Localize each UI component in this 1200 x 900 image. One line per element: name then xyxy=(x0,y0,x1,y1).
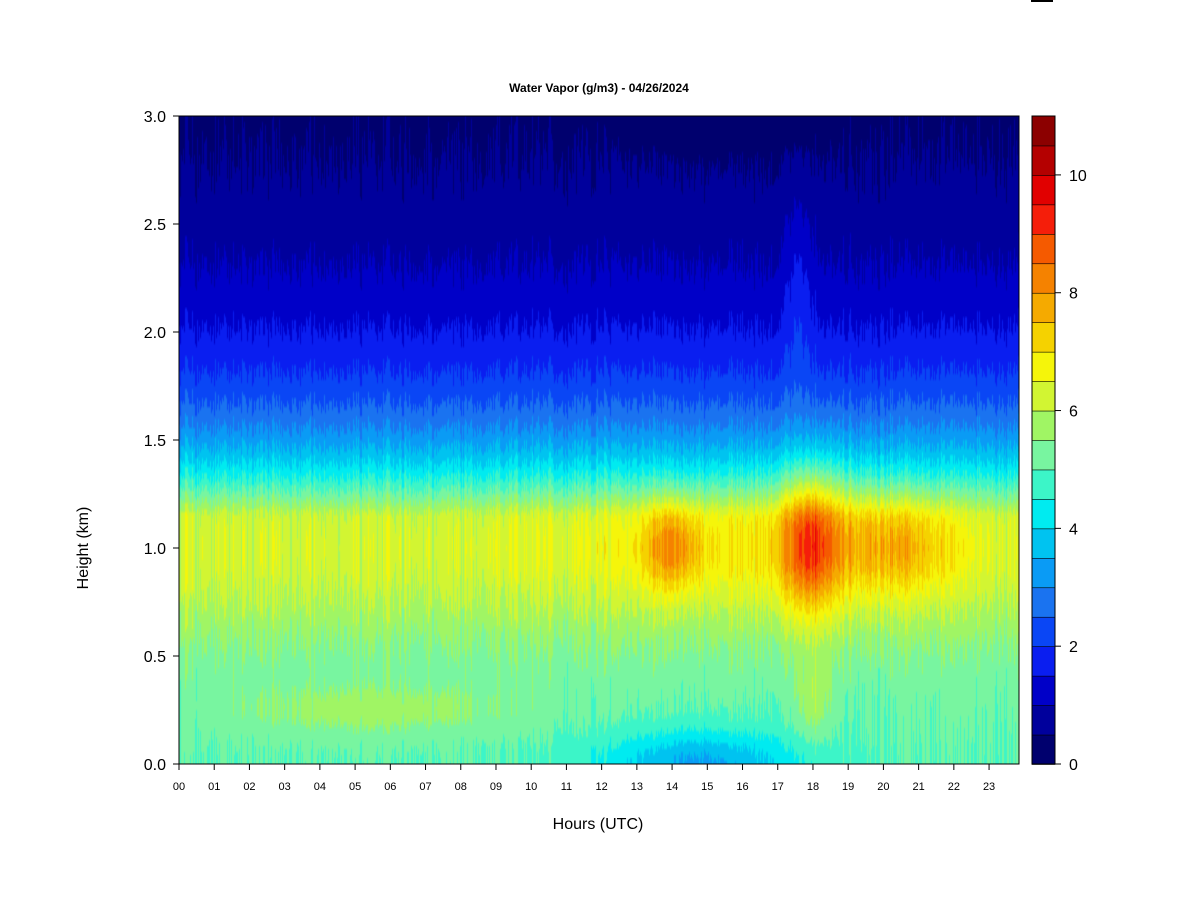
x-tick-label: 12 xyxy=(596,781,608,793)
x-tick-label: 01 xyxy=(208,781,220,793)
x-tick-label: 16 xyxy=(736,781,748,793)
x-tick-label: 08 xyxy=(455,781,467,793)
y-axis: 0.0 0.5 1.0 1.5 2.0 2.5 3.0 xyxy=(144,109,179,774)
colorbar-level xyxy=(1031,292,1056,323)
plot-area xyxy=(178,115,1020,765)
colorbar-tick-label: 0 xyxy=(1069,757,1078,774)
colorbar-tick-label: 4 xyxy=(1069,521,1078,538)
colorbar-level xyxy=(1031,557,1056,589)
x-axis-label: Hours (UTC) xyxy=(553,816,644,833)
colorbar-level xyxy=(1031,204,1056,235)
colorbar-ticks: 0 2 4 6 8 10 xyxy=(1055,168,1087,774)
y-tick-label: 2.5 xyxy=(144,217,166,234)
colorbar-frame xyxy=(1031,115,1056,765)
x-tick-label: 10 xyxy=(525,781,537,793)
colorbar-level xyxy=(1031,734,1056,765)
colorbar-level xyxy=(1031,616,1056,647)
colorbar-tick-label: 8 xyxy=(1069,286,1078,303)
chart-title: Water Vapor (g/m3) - 04/26/2024 xyxy=(509,81,689,95)
colorbar-level xyxy=(1031,439,1056,471)
x-tick-label: 03 xyxy=(279,781,291,793)
y-tick-label: 1.5 xyxy=(144,433,166,450)
x-tick-label: 05 xyxy=(349,781,361,793)
colorbar-level xyxy=(1031,528,1056,559)
colorbar-level xyxy=(1031,262,1056,294)
colorbar-level xyxy=(1031,233,1056,265)
x-tick-label: 21 xyxy=(912,781,924,793)
colorbar-level xyxy=(1031,675,1056,706)
colorbar-level xyxy=(1031,498,1056,530)
x-tick-label: 06 xyxy=(384,781,396,793)
colorbar-level xyxy=(1031,704,1056,736)
x-tick-label: 02 xyxy=(243,781,255,793)
x-tick-label: 18 xyxy=(807,781,819,793)
x-tick-label: 00 xyxy=(173,781,185,793)
y-tick-label: 3.0 xyxy=(144,109,166,126)
x-tick-label: 07 xyxy=(419,781,431,793)
colorbar-level xyxy=(1031,645,1056,677)
heatmap-field xyxy=(179,116,1019,764)
x-tick-label: 09 xyxy=(490,781,502,793)
x-tick-label: 14 xyxy=(666,781,678,793)
colorbar-tick-label: 2 xyxy=(1069,639,1078,656)
y-tick-label: 1.0 xyxy=(144,541,166,558)
colorbar-level xyxy=(1031,145,1056,176)
x-tick-label: 20 xyxy=(877,781,889,793)
y-tick-label: 2.0 xyxy=(144,325,166,342)
y-tick-label: 0.5 xyxy=(144,649,166,666)
colorbar-level xyxy=(1031,351,1056,382)
colorbar-level xyxy=(1031,380,1056,412)
colorbar xyxy=(1031,115,1056,765)
x-tick-label: 15 xyxy=(701,781,713,793)
colorbar-level xyxy=(1031,321,1056,353)
corner-mark xyxy=(1031,0,1053,2)
colorbar-tick-label: 10 xyxy=(1069,168,1087,185)
x-tick-label: 11 xyxy=(561,781,572,793)
x-tick-label: 19 xyxy=(842,781,854,793)
colorbar-level xyxy=(1031,115,1056,147)
colorbar-level xyxy=(1031,410,1056,441)
x-tick-label: 04 xyxy=(314,781,326,793)
x-tick-label: 22 xyxy=(948,781,960,793)
colorbar-level xyxy=(1031,174,1056,206)
colorbar-level xyxy=(1031,469,1056,500)
y-tick-label: 0.0 xyxy=(144,757,166,774)
x-tick-label: 23 xyxy=(983,781,995,793)
colorbar-level xyxy=(1031,586,1056,618)
x-tick-label: 17 xyxy=(772,781,784,793)
x-tick-label: 13 xyxy=(631,781,643,793)
y-axis-label: Height (km) xyxy=(75,507,92,590)
x-axis: 00 01 02 03 04 05 06 07 08 09 10 11 12 13 14 15 16 17 18 19… xyxy=(173,764,995,793)
colorbar-tick-label: 6 xyxy=(1069,404,1078,421)
